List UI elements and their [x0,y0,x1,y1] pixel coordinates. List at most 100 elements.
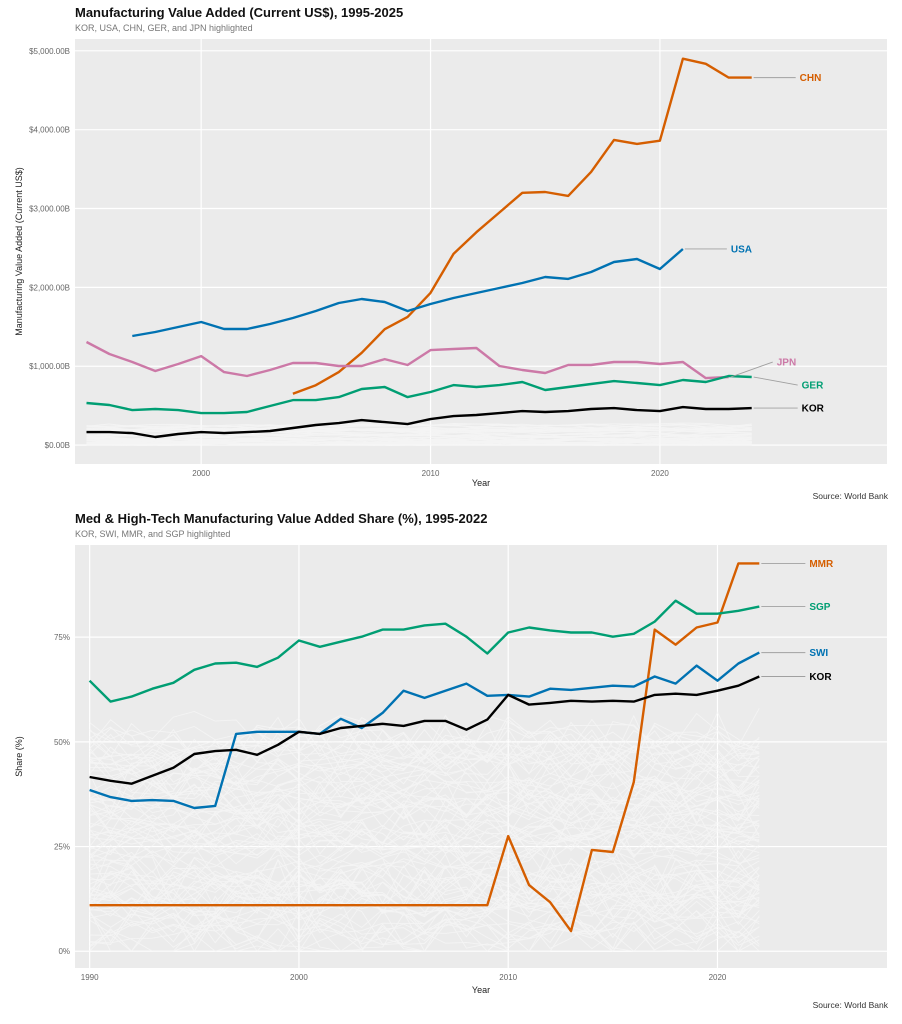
x-tick-label: 2010 [499,973,517,982]
background-country-line [86,443,752,446]
background-country-line [89,844,760,883]
background-country-line [86,438,752,443]
x-tick-label: 2000 [290,973,308,982]
background-country-line [89,886,760,921]
background-country-line [89,794,760,822]
chart-manufacturing-value-added: Manufacturing Value Added (Current US$),… [0,0,902,505]
background-country-line [89,919,760,952]
background-country-line [89,830,760,857]
background-country-line [86,423,752,428]
background-country-line [89,817,760,848]
background-country-line [89,728,760,776]
background-country-line [89,863,760,902]
background-country-line [89,775,760,826]
background-country-line [89,756,760,799]
background-country-line [89,857,760,910]
background-country-line [89,854,760,904]
series-label-chn: CHN [800,73,822,84]
background-country-line [89,801,760,857]
chart-caption: Source: World Bank [812,1000,888,1010]
background-country-line [86,431,752,437]
background-country-line [89,817,760,843]
label-connector [753,376,798,386]
chart-subtitle: KOR, SWI, MMR, and SGP highlighted [75,529,231,539]
plot-panel [75,39,887,464]
chart-plot: $0.00B $1,000.00B $2,000.00B $3,000.00B $4,0… [14,39,887,488]
background-country-line [89,758,760,802]
background-country-line [89,752,760,789]
background-country-line [89,787,760,842]
background-lines [86,422,752,446]
background-country-line [89,773,760,820]
background-country-line [86,433,752,438]
background-country-line [89,727,760,775]
x-tick-label: 2020 [709,973,727,982]
y-tick-label: $5,000.00B [29,47,70,56]
chart-caption: Source: World Bank [812,491,888,501]
series-label-ger: GER [802,381,824,392]
y-axis-title: Share (%) [14,736,24,777]
series-label-sgp: SGP [809,602,830,613]
background-country-line [89,861,760,892]
x-axis-title: Year [472,478,490,488]
series-line-sgp [88,599,760,703]
background-country-line [89,714,760,766]
series-label-usa: USA [731,244,752,255]
background-country-line [89,760,760,815]
x-tick-label: 1990 [81,973,99,982]
background-country-line [89,897,760,935]
background-country-line [89,780,760,815]
y-tick-label: 0% [58,947,70,956]
y-tick-label: 25% [54,843,70,852]
series-line-kor [89,675,760,785]
background-country-line [89,826,760,853]
background-country-line [89,761,760,802]
background-country-line [89,790,760,838]
series-label-mmr: MMR [809,559,834,570]
series-line-chn [292,57,752,395]
background-country-line [89,846,760,894]
y-tick-label: $4,000.00B [29,126,70,135]
background-country-line [89,742,760,779]
background-country-line [89,830,760,872]
background-country-line [89,818,760,865]
background-country-line [86,426,752,431]
background-country-line [89,856,760,911]
background-country-line [89,844,760,903]
background-country-line [89,765,760,795]
x-tick-label: 2000 [192,469,210,478]
series-line-kor [86,405,752,439]
background-country-line [86,440,752,444]
series-line-usa [132,248,684,338]
y-tick-label: $0.00B [45,441,70,450]
background-country-line [89,910,760,953]
y-tick-label: $2,000.00B [29,283,70,292]
x-tick-label: 2010 [422,469,440,478]
background-country-line [89,865,760,891]
series-label-kor: KOR [802,404,825,415]
background-country-line [86,439,752,444]
x-axis-title: Year [472,985,490,995]
y-tick-label: 75% [54,633,70,642]
series-label-swi: SWI [809,648,828,659]
background-country-line [89,773,760,826]
series-line-jpn [85,340,729,380]
y-tick-label: $1,000.00B [29,362,70,371]
series-label-jpn: JPN [777,358,796,369]
background-country-line [89,717,760,765]
background-country-line [89,829,760,860]
background-country-line [89,851,760,909]
chart-title: Manufacturing Value Added (Current US$),… [75,5,404,20]
series-line-ger [86,374,752,415]
background-lines [89,708,760,953]
y-tick-label: $3,000.00B [29,205,70,214]
background-country-line [89,824,760,857]
series-line-swi [89,651,760,810]
label-connector [730,361,773,378]
background-country-line [86,424,752,428]
x-tick-label: 2020 [651,469,669,478]
chart-subtitle: KOR, USA, CHN, GER, and JPN highlighted [75,23,253,33]
background-country-line [86,435,752,440]
